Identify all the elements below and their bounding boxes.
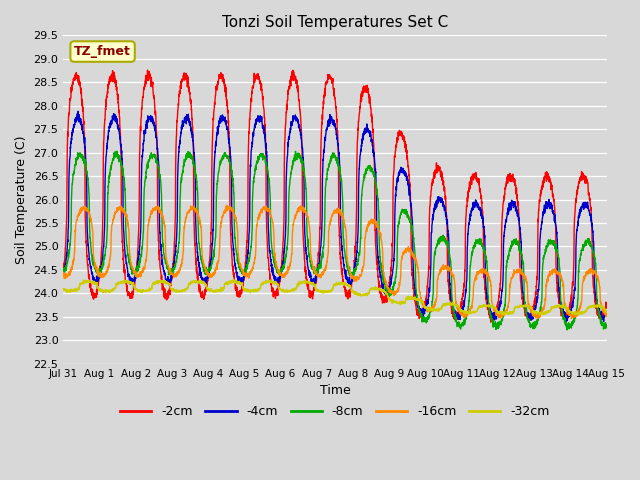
- X-axis label: Time: Time: [319, 384, 350, 397]
- Legend: -2cm, -4cm, -8cm, -16cm, -32cm: -2cm, -4cm, -8cm, -16cm, -32cm: [115, 400, 555, 423]
- Y-axis label: Soil Temperature (C): Soil Temperature (C): [15, 135, 28, 264]
- Title: Tonzi Soil Temperatures Set C: Tonzi Soil Temperatures Set C: [222, 15, 448, 30]
- Text: TZ_fmet: TZ_fmet: [74, 45, 131, 58]
